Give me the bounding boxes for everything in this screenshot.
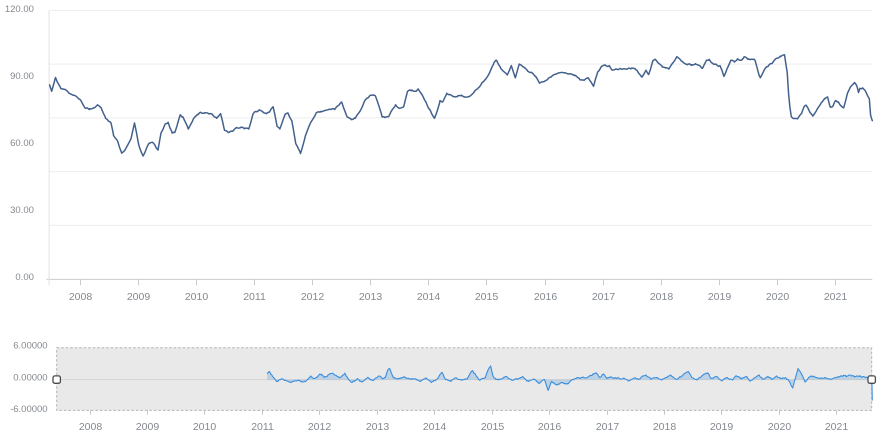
svg-text:2021: 2021 (825, 421, 849, 433)
svg-text:2019: 2019 (710, 421, 734, 433)
svg-text:2014: 2014 (417, 291, 441, 303)
svg-text:2008: 2008 (79, 421, 103, 433)
svg-text:2010: 2010 (185, 291, 209, 303)
svg-text:2020: 2020 (768, 421, 792, 433)
svg-text:2013: 2013 (366, 421, 390, 433)
svg-text:2010: 2010 (193, 421, 217, 433)
svg-text:2016: 2016 (534, 291, 558, 303)
svg-text:2012: 2012 (308, 421, 332, 433)
svg-text:2017: 2017 (592, 291, 616, 303)
svg-text:2009: 2009 (136, 421, 160, 433)
svg-text:2016: 2016 (538, 421, 562, 433)
svg-text:2011: 2011 (243, 291, 266, 303)
svg-text:2014: 2014 (423, 421, 447, 433)
svg-text:120.00: 120.00 (5, 4, 34, 15)
svg-text:2021: 2021 (824, 291, 848, 303)
svg-text:2018: 2018 (653, 421, 677, 433)
svg-text:2019: 2019 (708, 291, 732, 303)
svg-text:2015: 2015 (481, 421, 505, 433)
svg-text:2013: 2013 (359, 291, 383, 303)
svg-text:2009: 2009 (127, 291, 151, 303)
svg-text:-6.00000: -6.00000 (10, 404, 48, 415)
svg-text:2012: 2012 (301, 291, 325, 303)
svg-text:0.00: 0.00 (15, 272, 34, 283)
svg-text:2011: 2011 (251, 421, 274, 433)
svg-text:90.00: 90.00 (10, 71, 34, 82)
svg-text:2015: 2015 (475, 291, 499, 303)
svg-text:2008: 2008 (69, 291, 93, 303)
svg-text:6.00000: 6.00000 (13, 341, 47, 352)
svg-text:2020: 2020 (766, 291, 790, 303)
svg-text:30.00: 30.00 (10, 205, 34, 216)
svg-text:60.00: 60.00 (10, 138, 34, 149)
svg-text:2018: 2018 (650, 291, 674, 303)
svg-text:2017: 2017 (596, 421, 620, 433)
svg-text:0.00000: 0.00000 (13, 372, 47, 383)
